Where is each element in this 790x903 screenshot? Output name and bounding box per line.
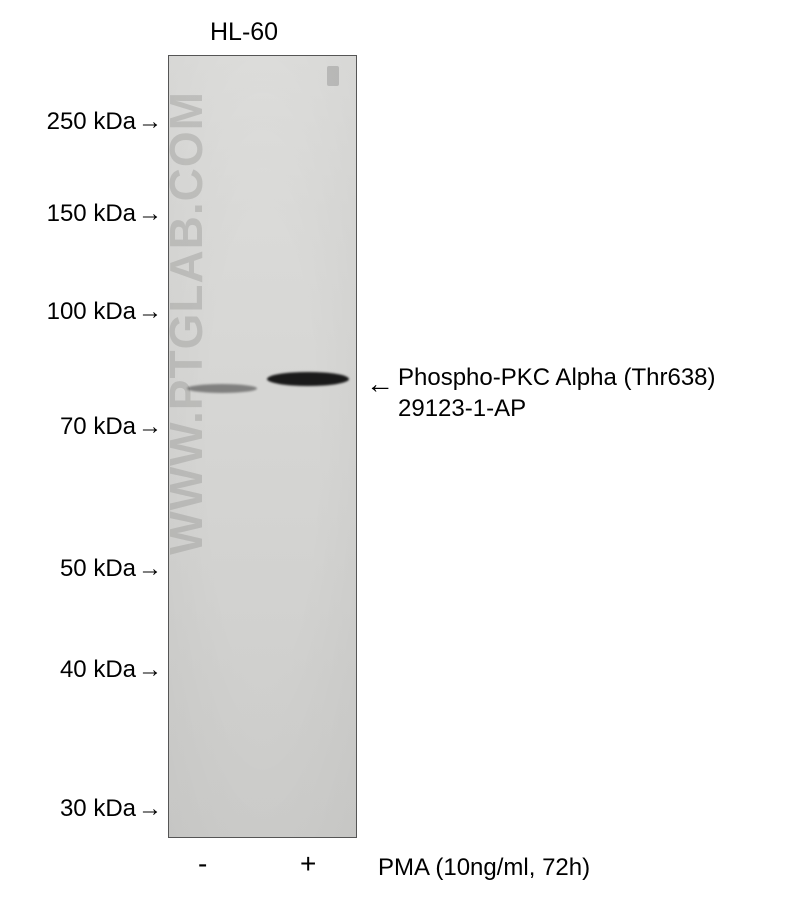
arrow-right-icon: →: [138, 298, 162, 326]
arrow-right-icon: →: [138, 795, 162, 823]
marker-value: 150 kDa: [47, 200, 136, 227]
target-name: Phospho-PKC Alpha (Thr638): [398, 362, 716, 393]
marker-value: 30 kDa: [60, 795, 136, 822]
arrow-right-icon: →: [138, 656, 162, 684]
marker-70: 70 kDa→: [60, 413, 162, 441]
blot-background: WWW.PTGLAB.COM: [169, 56, 356, 837]
treatment-label: PMA (10ng/ml, 72h): [378, 854, 590, 882]
blot-membrane: WWW.PTGLAB.COM: [168, 55, 357, 838]
western-blot-figure: HL-60 WWW.PTGLAB.COM 250 kDa→ 150 kDa→ 1…: [0, 0, 790, 903]
marker-100: 100 kDa→: [47, 298, 162, 326]
marker-value: 70 kDa: [60, 413, 136, 440]
marker-30: 30 kDa→: [60, 795, 162, 823]
target-label: Phospho-PKC Alpha (Thr638) 29123-1-AP: [398, 362, 716, 424]
marker-value: 100 kDa: [47, 298, 136, 325]
treatment-minus: -: [198, 848, 207, 880]
marker-value: 40 kDa: [60, 656, 136, 683]
band-lane-minus: [187, 384, 257, 393]
marker-value: 50 kDa: [60, 555, 136, 582]
blot-artifact: [327, 66, 339, 86]
arrow-left-icon: ←: [366, 368, 394, 400]
marker-40: 40 kDa→: [60, 656, 162, 684]
arrow-right-icon: →: [138, 413, 162, 441]
marker-value: 250 kDa: [47, 108, 136, 135]
arrow-right-icon: →: [138, 108, 162, 136]
marker-50: 50 kDa→: [60, 555, 162, 583]
target-catalog: 29123-1-AP: [398, 393, 716, 424]
arrow-right-icon: →: [138, 555, 162, 583]
blot-vignette: [169, 56, 356, 837]
sample-title: HL-60: [210, 18, 278, 47]
marker-150: 150 kDa→: [47, 200, 162, 228]
marker-250: 250 kDa→: [47, 108, 162, 136]
arrow-right-icon: →: [138, 200, 162, 228]
treatment-plus: +: [300, 848, 316, 880]
band-lane-plus: [267, 372, 349, 386]
